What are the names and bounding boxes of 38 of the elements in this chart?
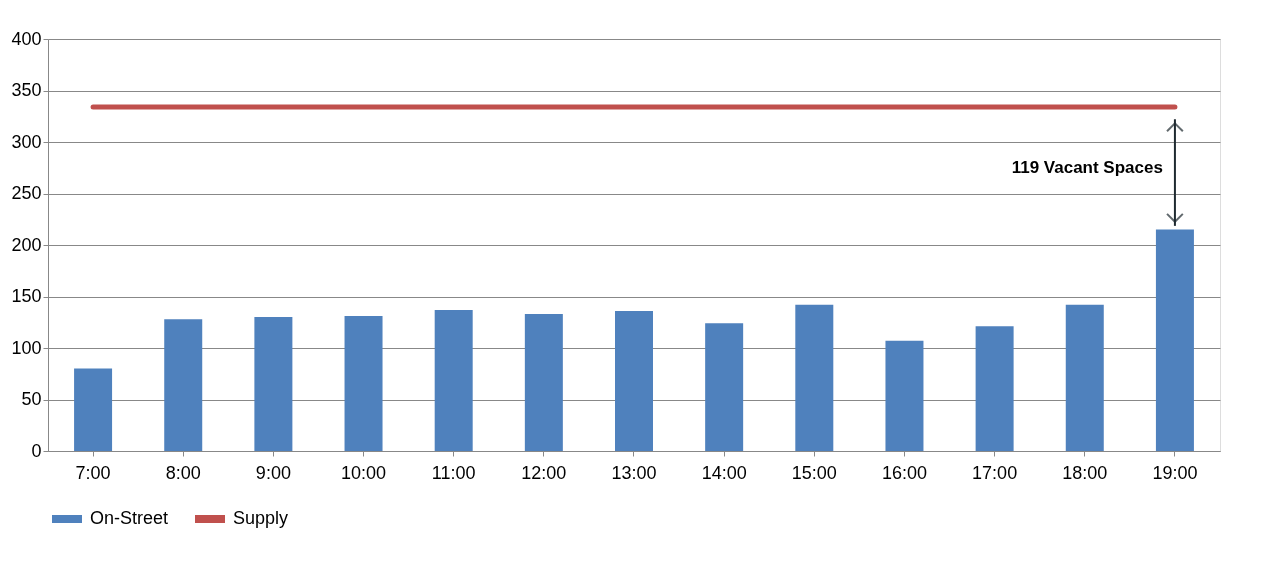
annotation: 119 Vacant Spaces — [1011, 158, 1163, 178]
bar — [1065, 304, 1104, 451]
bar — [524, 314, 563, 451]
x-tick-label: 9:00 — [255, 462, 291, 483]
bar — [615, 310, 653, 451]
legend-label: Supply — [233, 508, 289, 528]
y-tick-label: 100 — [11, 337, 42, 358]
bar — [164, 319, 203, 451]
legend-label: On-Street — [90, 508, 169, 528]
y-tick-label: 50 — [21, 389, 42, 409]
x-tick-label: 18:00 — [1062, 462, 1108, 483]
y-tick-label: 150 — [11, 286, 42, 306]
x-tick-label: 15:00 — [791, 462, 837, 483]
x-tick-label: 19:00 — [1152, 462, 1198, 483]
y-tick-label: 350 — [11, 80, 42, 100]
bar — [795, 304, 834, 451]
x-tick-label: 10:00 — [341, 462, 387, 483]
bar — [434, 309, 473, 451]
y-tick-label: 0 — [31, 440, 42, 461]
bar — [705, 323, 744, 451]
bar — [74, 368, 113, 451]
x-tick-label: 16:00 — [881, 462, 927, 483]
y-tick-label: 250 — [11, 183, 42, 203]
bar — [1155, 229, 1194, 451]
bar — [254, 317, 293, 451]
x-tick-label: 17:00 — [972, 462, 1018, 483]
x-tick-label: 12:00 — [521, 462, 567, 483]
x-tick-label: 13:00 — [611, 462, 657, 483]
y-tick-label: 400 — [11, 28, 42, 49]
y-tick-label: 300 — [11, 131, 42, 152]
y-tick-label: 200 — [11, 234, 42, 255]
x-tick-label: 11:00 — [431, 462, 476, 483]
bar — [885, 340, 924, 451]
x-tick-label: 7:00 — [75, 462, 111, 483]
bar — [975, 326, 1014, 451]
x-tick-label: 14:00 — [701, 462, 747, 483]
x-tick-label: 8:00 — [165, 462, 201, 483]
bar — [344, 316, 383, 451]
